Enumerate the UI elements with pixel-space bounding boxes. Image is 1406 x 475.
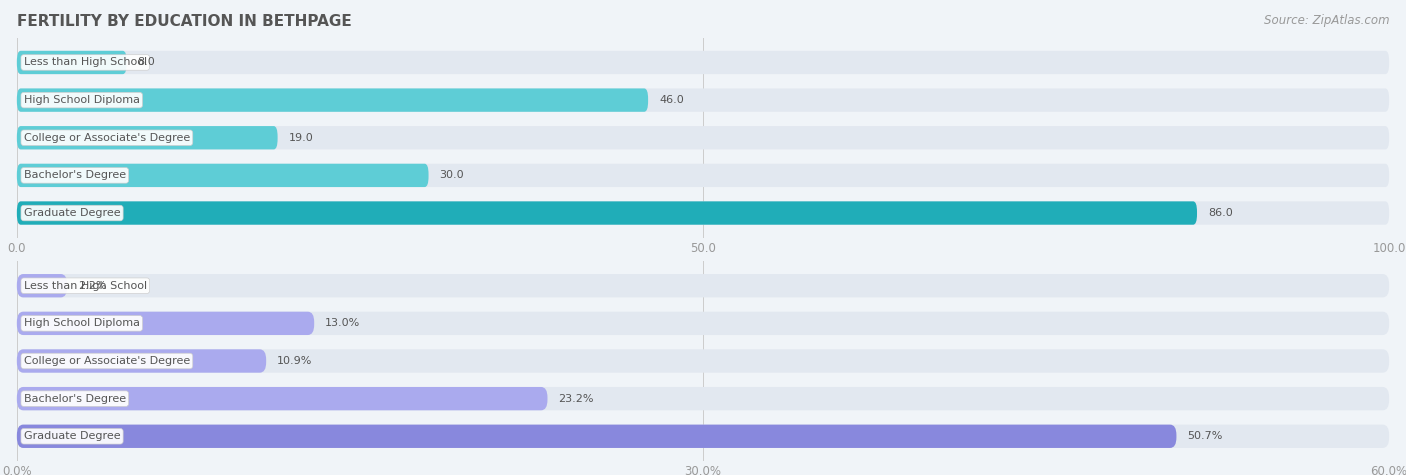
Text: FERTILITY BY EDUCATION IN BETHPAGE: FERTILITY BY EDUCATION IN BETHPAGE [17, 14, 352, 29]
Text: 30.0: 30.0 [440, 171, 464, 180]
Text: 2.2%: 2.2% [79, 281, 107, 291]
Text: Less than High School: Less than High School [24, 281, 146, 291]
FancyBboxPatch shape [17, 425, 1177, 448]
FancyBboxPatch shape [17, 349, 1389, 373]
Text: College or Associate's Degree: College or Associate's Degree [24, 356, 190, 366]
FancyBboxPatch shape [17, 164, 429, 187]
Text: 10.9%: 10.9% [277, 356, 312, 366]
FancyBboxPatch shape [17, 88, 1389, 112]
FancyBboxPatch shape [17, 126, 1389, 150]
FancyBboxPatch shape [17, 425, 1389, 448]
Text: 46.0: 46.0 [659, 95, 683, 105]
FancyBboxPatch shape [17, 126, 277, 150]
Text: 50.7%: 50.7% [1188, 431, 1223, 441]
Text: 86.0: 86.0 [1208, 208, 1233, 218]
FancyBboxPatch shape [17, 274, 67, 297]
Text: 23.2%: 23.2% [558, 394, 593, 404]
FancyBboxPatch shape [17, 349, 266, 373]
Text: 8.0: 8.0 [138, 57, 156, 67]
Text: Bachelor's Degree: Bachelor's Degree [24, 394, 127, 404]
FancyBboxPatch shape [17, 387, 547, 410]
FancyBboxPatch shape [17, 312, 314, 335]
FancyBboxPatch shape [17, 164, 1389, 187]
Text: Less than High School: Less than High School [24, 57, 146, 67]
FancyBboxPatch shape [17, 312, 1389, 335]
Text: Graduate Degree: Graduate Degree [24, 431, 121, 441]
FancyBboxPatch shape [17, 274, 1389, 297]
FancyBboxPatch shape [17, 387, 1389, 410]
Text: Source: ZipAtlas.com: Source: ZipAtlas.com [1264, 14, 1389, 27]
Text: 19.0: 19.0 [288, 133, 314, 143]
Text: Bachelor's Degree: Bachelor's Degree [24, 171, 127, 180]
Text: High School Diploma: High School Diploma [24, 95, 139, 105]
FancyBboxPatch shape [17, 201, 1197, 225]
Text: Graduate Degree: Graduate Degree [24, 208, 121, 218]
FancyBboxPatch shape [17, 88, 648, 112]
FancyBboxPatch shape [17, 51, 127, 74]
FancyBboxPatch shape [17, 201, 1389, 225]
Text: High School Diploma: High School Diploma [24, 318, 139, 328]
Text: College or Associate's Degree: College or Associate's Degree [24, 133, 190, 143]
FancyBboxPatch shape [17, 51, 1389, 74]
Text: 13.0%: 13.0% [325, 318, 360, 328]
